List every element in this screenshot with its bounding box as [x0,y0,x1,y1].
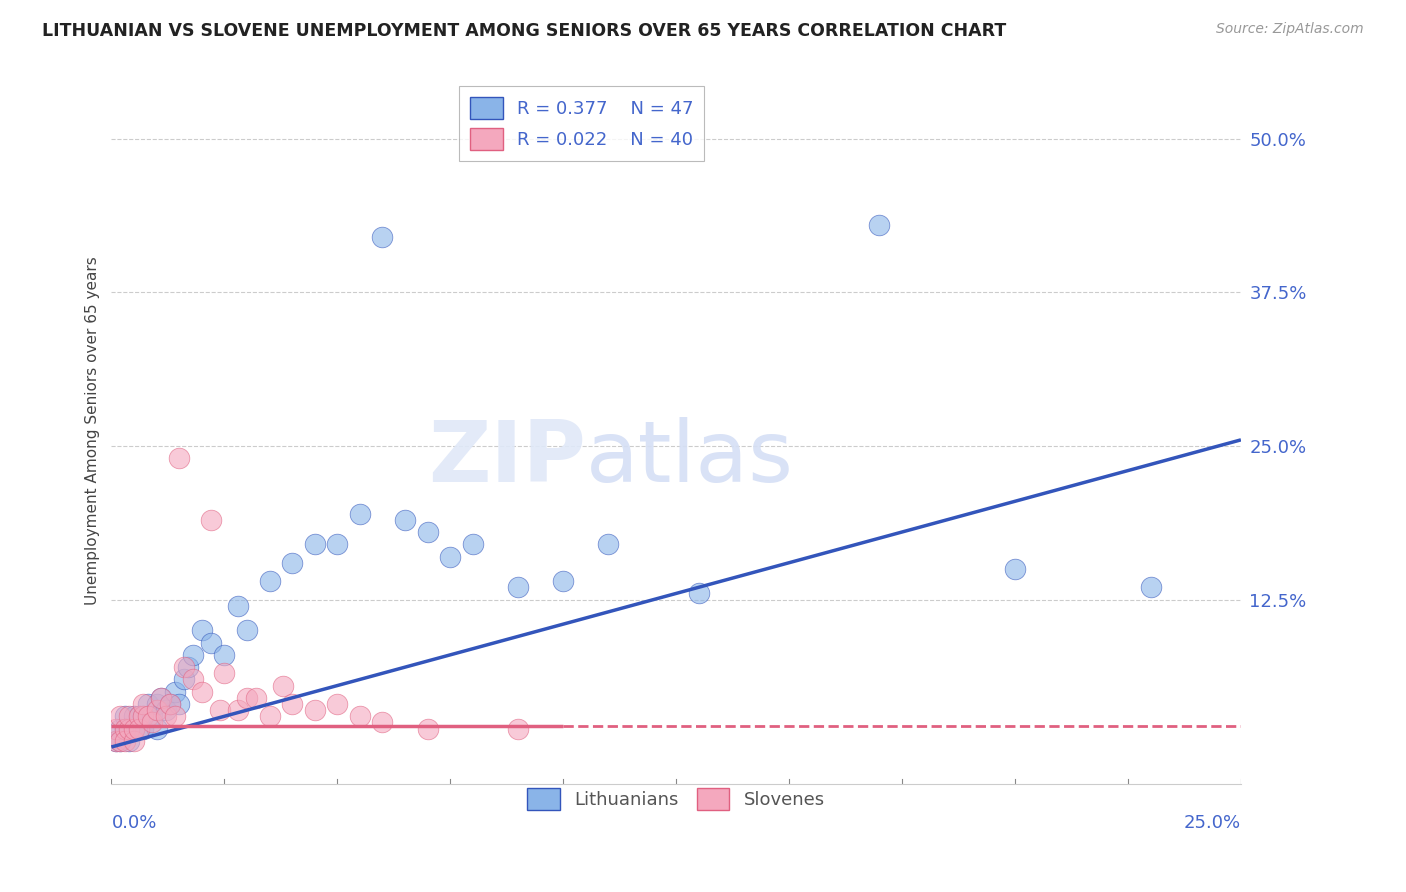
Point [114,734,136,748]
Point [141,715,163,730]
Point [122,722,145,736]
Point [128,709,150,723]
Y-axis label: Unemployment Among Seniors over 65 years: Unemployment Among Seniors over 65 years [86,256,100,605]
Point [104,722,127,736]
Point [173,673,195,687]
Point [214,648,236,662]
Point [1139,580,1161,594]
Point [181,673,204,687]
Text: 25.0%: 25.0% [1184,814,1241,832]
Point [122,709,145,723]
Point [598,537,620,551]
Point [553,574,575,588]
Point [394,513,416,527]
Point [167,451,190,466]
Point [132,722,155,736]
Point [1004,562,1026,576]
Point [349,507,371,521]
Text: atlas: atlas [586,417,794,500]
Point [141,709,163,723]
Point [869,218,891,232]
Point [173,660,195,674]
Point [371,715,394,730]
Point [688,586,710,600]
Point [104,734,127,748]
Point [326,537,349,551]
Point [349,709,371,723]
Point [132,697,155,711]
Point [191,684,214,698]
Point [110,709,132,723]
Point [271,679,294,693]
Point [191,624,214,638]
Point [226,599,249,613]
Legend: Lithuanians, Slovenes: Lithuanians, Slovenes [520,780,832,817]
Point [163,709,186,723]
Point [114,722,136,736]
Point [122,722,145,736]
Point [118,722,141,736]
Text: ZIP: ZIP [427,417,586,500]
Point [245,690,267,705]
Point [132,709,155,723]
Point [281,697,304,711]
Point [110,734,132,748]
Point [159,697,181,711]
Point [132,709,155,723]
Point [304,703,326,717]
Point [128,722,150,736]
Point [136,697,159,711]
Point [177,660,200,674]
Point [155,703,177,717]
Point [128,709,150,723]
Point [167,697,190,711]
Point [304,537,326,551]
Point [104,734,127,748]
Point [136,709,159,723]
Point [416,524,439,539]
Text: 0.0%: 0.0% [111,814,157,832]
Point [200,635,222,649]
Point [439,549,461,564]
Point [371,230,394,244]
Point [259,709,281,723]
Point [208,703,231,717]
Point [236,624,259,638]
Point [128,722,150,736]
Point [150,690,173,705]
Point [416,722,439,736]
Point [461,537,484,551]
Point [281,556,304,570]
Text: LITHUANIAN VS SLOVENE UNEMPLOYMENT AMONG SENIORS OVER 65 YEARS CORRELATION CHART: LITHUANIAN VS SLOVENE UNEMPLOYMENT AMONG… [42,22,1007,40]
Point [214,666,236,681]
Point [236,690,259,705]
Point [150,690,173,705]
Point [326,697,349,711]
Point [181,648,204,662]
Point [118,722,141,736]
Point [145,697,167,711]
Point [114,722,136,736]
Point [110,722,132,736]
Text: Source: ZipAtlas.com: Source: ZipAtlas.com [1216,22,1364,37]
Point [155,709,177,723]
Point [226,703,249,717]
Point [163,684,186,698]
Point [122,734,145,748]
Point [506,580,529,594]
Point [110,734,132,748]
Point [200,513,222,527]
Point [145,722,167,736]
Point [259,574,281,588]
Point [118,709,141,723]
Point [506,722,529,736]
Point [159,697,181,711]
Point [145,703,167,717]
Point [114,709,136,723]
Point [118,734,141,748]
